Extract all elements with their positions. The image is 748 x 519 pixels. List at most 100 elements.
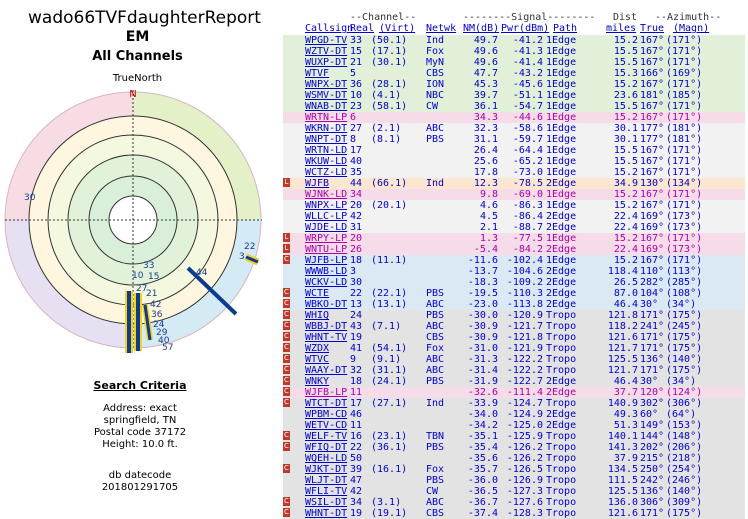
path-cell: 1Edge: [546, 79, 577, 90]
power-cell: -59.7: [512, 134, 543, 145]
table-row[interactable]: WNAB-DT 23 (58.1) CW 36.1 -54.7 1Edge 15.5 167°(…: [283, 101, 745, 112]
table-row[interactable]: C WELF-TV 16 (23.1) TBN -35.1 -125.9 Tropo 140.1…: [283, 431, 745, 442]
table-row[interactable]: WLJT-DT 47 PBS -36.0 -126.9 Tropo 111.5 242° (24…: [283, 475, 745, 486]
table-row[interactable]: WNPX-DT 36 (28.1) ION 45.3 -45.6 1Edge 15.2 167°…: [283, 79, 745, 90]
virtual-channel-cell: (58.1): [371, 101, 408, 112]
nm-cell: 4.5: [479, 211, 498, 222]
table-row[interactable]: WETV-CD 11 -34.2 -125.0 2Edge 51.3 149° (153°): [283, 420, 745, 431]
power-cell: -126.9: [506, 475, 543, 486]
callsign-cell: WZTV-DT: [305, 46, 348, 57]
status-badge: C: [283, 354, 290, 363]
table-row[interactable]: C WJKT-DT 39 (16.1) Fox -35.7 -126.5 Tropo 134.5…: [283, 464, 745, 475]
table-row[interactable]: WCKV-LD 30 -18.3 -109.2 2Edge 26.5 282° (285°): [283, 277, 745, 288]
table-row[interactable]: WJNK-LD 34 9.8 -69.0 1Edge 15.2 167° (171°): [283, 189, 745, 200]
table-row[interactable]: C WBKO-DT 13 (13.1) ABC -23.0 -113.8 2Edge 46.4 3…: [283, 299, 745, 310]
nm-cell: 9.8: [479, 189, 498, 200]
status-badge: C: [283, 442, 290, 451]
distance-cell: 87.0: [613, 288, 638, 299]
table-row[interactable]: C WHIQ 24 PBS -30.0 -120.9 Tropo 121.8 171° (175°…: [283, 310, 745, 321]
power-cell: -109.2: [506, 277, 543, 288]
col-nm: NM(dB): [463, 23, 500, 34]
path-cell: 2Edge: [546, 266, 577, 277]
table-row[interactable]: C WCTE 22 (22.1) PBS -19.5 -110.3 2Edge 87.0 104°…: [283, 288, 745, 299]
table-row[interactable]: WPBM-CD 46 -34.0 -124.9 2Edge 49.3 60° (64°): [283, 409, 745, 420]
status-badge: C: [283, 464, 290, 473]
table-row[interactable]: WCTZ-LD 35 17.8 -73.0 1Edge 15.2 167° (171°): [283, 167, 745, 178]
group-header-azimuth: --Azimuth--: [655, 12, 722, 23]
magnetic-azimuth-cell: (171°): [666, 167, 703, 178]
nm-cell: 45.3: [473, 79, 498, 90]
network-cell: Fox: [426, 464, 445, 475]
magnetic-azimuth-cell: (64°): [666, 409, 697, 420]
real-channel-cell: 33: [350, 35, 363, 46]
table-row[interactable]: WZTV-DT 15 (17.1) Fox 49.6 -41.3 1Edge 15.5 167°…: [283, 46, 745, 57]
callsign-cell: WLLC-LP: [305, 211, 348, 222]
table-row[interactable]: WKUW-LD 40 25.6 -65.2 1Edge 15.5 167° (171°): [283, 156, 745, 167]
power-cell: -111.4: [506, 387, 543, 398]
real-channel-cell: 22: [350, 442, 363, 453]
table-row[interactable]: C WJFB-LP 18 (11.1) -11.6 -102.4 1Edge 15.2 167°…: [283, 255, 745, 266]
true-azimuth-cell: 177°: [640, 134, 665, 145]
table-row[interactable]: L WJFB 44 (66.1) Ind 12.3 -78.5 2Edge 34.9 130° (1…: [283, 178, 745, 189]
real-channel-cell: 5: [350, 68, 357, 79]
table-row[interactable]: C WSIL-DT 34 (3.1) ABC -36.7 -127.6 Tropo 136.0 3…: [283, 497, 745, 508]
real-channel-cell: 27: [350, 123, 363, 134]
table-row[interactable]: WLLC-LP 42 4.5 -86.4 2Edge 22.4 169° (173°): [283, 211, 745, 222]
status-badge: C: [283, 343, 290, 352]
bearing-lines: [125, 253, 260, 353]
table-row[interactable]: WNPT-DT 8 (8.1) PBS 31.1 -59.7 1Edge 30.1 177° (1…: [283, 134, 745, 145]
table-row[interactable]: WRTN-LP 6 34.3 -44.6 1Edge 15.2 167° (171°): [283, 112, 745, 123]
table-row[interactable]: WFLI-TV 42 CW -36.5 -127.3 Tropo 125.5 136° (140…: [283, 486, 745, 497]
path-cell: Tropo: [546, 453, 577, 464]
polar-label: 21: [146, 289, 157, 299]
table-row[interactable]: WTVF 5 CBS 47.7 -43.2 1Edge 15.3 166° (169°): [283, 68, 745, 79]
callsign-cell: WNPT-DT: [305, 134, 348, 145]
virtual-channel-cell: (8.1): [371, 134, 402, 145]
true-azimuth-cell: 167°: [640, 167, 665, 178]
table-row[interactable]: WPGD-TV 33 (50.1) Ind 49.7 -41.2 1Edge 15.2 167°…: [283, 35, 745, 46]
path-cell: 2Edge: [546, 222, 577, 233]
magnetic-azimuth-cell: (173°): [666, 222, 703, 233]
table-row[interactable]: C WHNT-DT 19 (19.1) CBS -37.4 -128.3 Tropo 121.6…: [283, 508, 745, 519]
nm-cell: -34.0: [467, 409, 498, 420]
network-cell: ABC: [426, 354, 445, 365]
table-row[interactable]: C WJFB-LP 11 -32.6 -111.4 2Edge 37.7 120° (124°): [283, 387, 745, 398]
table-row[interactable]: WJDE-LD 31 2.1 -88.7 2Edge 22.4 169° (173°): [283, 222, 745, 233]
table-row[interactable]: C WHNT-TV 19 CBS -30.9 -121.8 Tropo 121.6 171° (1…: [283, 332, 745, 343]
network-cell: ABC: [426, 365, 445, 376]
magnetic-azimuth-cell: (171°): [666, 233, 703, 244]
true-azimuth-cell: 241°: [640, 321, 665, 332]
distance-cell: 37.9: [613, 453, 638, 464]
callsign-cell: WJFB-LP: [305, 255, 348, 266]
table-row[interactable]: C WTCT-DT 17 (27.1) Ind -33.9 -124.7 Tropo 140.9…: [283, 398, 745, 409]
table-row[interactable]: L WNTU-LP 26 -5.4 -84.2 2Edge 22.4 169° (173°): [283, 244, 745, 255]
table-row[interactable]: WRTN-LD 17 26.4 -64.4 1Edge 15.5 167° (171°): [283, 145, 745, 156]
table-row[interactable]: C WFIQ-DT 22 (36.1) PBS -35.4 -126.2 Tropo 141.3…: [283, 442, 745, 453]
table-row[interactable]: WNPX-LP 20 (20.1) 4.6 -86.3 1Edge 15.2 167° (171…: [283, 200, 745, 211]
table-row[interactable]: WSMV-DT 10 (4.1) NBC 39.7 -51.1 1Edge 23.6 181°(…: [283, 90, 745, 101]
table-row[interactable]: C WNKY 18 (24.1) PBS -31.9 -122.7 2Edge 46.4 30° (…: [283, 376, 745, 387]
table-row[interactable]: C WAAY-DT 32 (31.1) ABC -31.4 -122.2 Tropo 121.7…: [283, 365, 745, 376]
distance-cell: 118.2: [607, 321, 638, 332]
nm-cell: -35.1: [467, 431, 498, 442]
path-cell: 2Edge: [546, 420, 577, 431]
callsign-cell: WUXP-DT: [305, 57, 348, 68]
table-row[interactable]: L WRPY-LP 20 1.3 -77.5 1Edge 15.2 167° (171°): [283, 233, 745, 244]
distance-cell: 15.5: [613, 57, 638, 68]
table-row[interactable]: C WTVC 9 (9.1) ABC -31.3 -122.2 Tropo 125.5 136°(…: [283, 354, 745, 365]
nm-cell: -35.7: [467, 464, 498, 475]
magnetic-azimuth-cell: (254°): [666, 464, 703, 475]
table-row[interactable]: WUXP-DT 21 (30.1) MyN 49.6 -41.4 1Edge 15.5 167°…: [283, 57, 745, 68]
table-row[interactable]: WWWB-LD 3 -13.7 -104.6 2Edge 118.4 110° (113°): [283, 266, 745, 277]
true-north-label: TrueNorth: [112, 73, 163, 84]
distance-cell: 46.4: [613, 299, 638, 310]
table-row[interactable]: WQEH-LD 50 -35.6 -126.2 Tropo 37.9 215° (218°): [283, 453, 745, 464]
table-row[interactable]: C WBBJ-DT 43 (7.1) ABC -30.9 -121.7 Tropo 118.2 2…: [283, 321, 745, 332]
table-row[interactable]: C WZDX 41 (54.1) Fox -31.0 -121.9 Tropo 121.7 171…: [283, 343, 745, 354]
table-row[interactable]: WKRN-DT 27 (2.1) ABC 32.3 -58.6 1Edge 30.1 177°(…: [283, 123, 745, 134]
path-cell: 2Edge: [546, 178, 577, 189]
group-header-dist: Dist: [613, 12, 638, 23]
north-marker: N: [129, 89, 136, 100]
true-azimuth-cell: 167°: [640, 112, 665, 123]
network-cell: PBS: [426, 310, 445, 321]
